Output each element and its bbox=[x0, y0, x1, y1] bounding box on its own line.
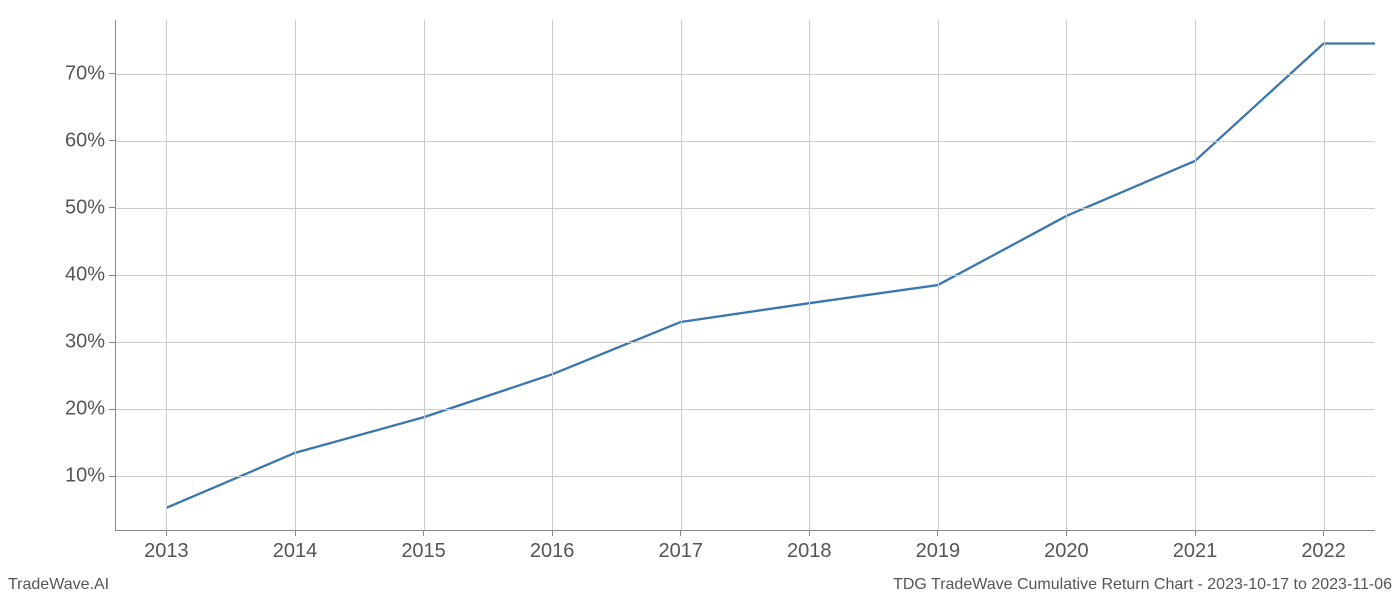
y-tick-label: 20% bbox=[57, 398, 105, 421]
y-tick-label: 70% bbox=[57, 62, 105, 85]
y-tick-label: 10% bbox=[57, 465, 105, 488]
y-tick-label: 50% bbox=[57, 196, 105, 219]
plot-area bbox=[115, 20, 1375, 530]
chart-container: TradeWave.AI TDG TradeWave Cumulative Re… bbox=[0, 0, 1400, 600]
x-tick-label: 2014 bbox=[273, 540, 318, 563]
x-tick-label: 2021 bbox=[1173, 540, 1218, 563]
y-axis-spine bbox=[115, 20, 116, 530]
gridline-horizontal bbox=[115, 208, 1375, 209]
x-tick-label: 2018 bbox=[787, 540, 832, 563]
x-tick-label: 2017 bbox=[658, 540, 703, 563]
y-tick-label: 40% bbox=[57, 264, 105, 287]
footer-caption: TDG TradeWave Cumulative Return Chart - … bbox=[893, 576, 1392, 594]
gridline-horizontal bbox=[115, 74, 1375, 75]
x-axis-spine bbox=[115, 530, 1375, 531]
gridline-horizontal bbox=[115, 409, 1375, 410]
y-tick-label: 60% bbox=[57, 129, 105, 152]
x-tick-label: 2015 bbox=[401, 540, 446, 563]
gridline-horizontal bbox=[115, 141, 1375, 142]
x-tick-label: 2016 bbox=[530, 540, 575, 563]
gridline-horizontal bbox=[115, 275, 1375, 276]
x-tick-label: 2019 bbox=[916, 540, 961, 563]
y-tick-label: 30% bbox=[57, 331, 105, 354]
gridline-horizontal bbox=[115, 342, 1375, 343]
x-tick-label: 2013 bbox=[144, 540, 189, 563]
footer-brand: TradeWave.AI bbox=[8, 576, 109, 594]
x-tick-label: 2020 bbox=[1044, 540, 1089, 563]
gridline-horizontal bbox=[115, 476, 1375, 477]
x-tick-label: 2022 bbox=[1301, 540, 1346, 563]
